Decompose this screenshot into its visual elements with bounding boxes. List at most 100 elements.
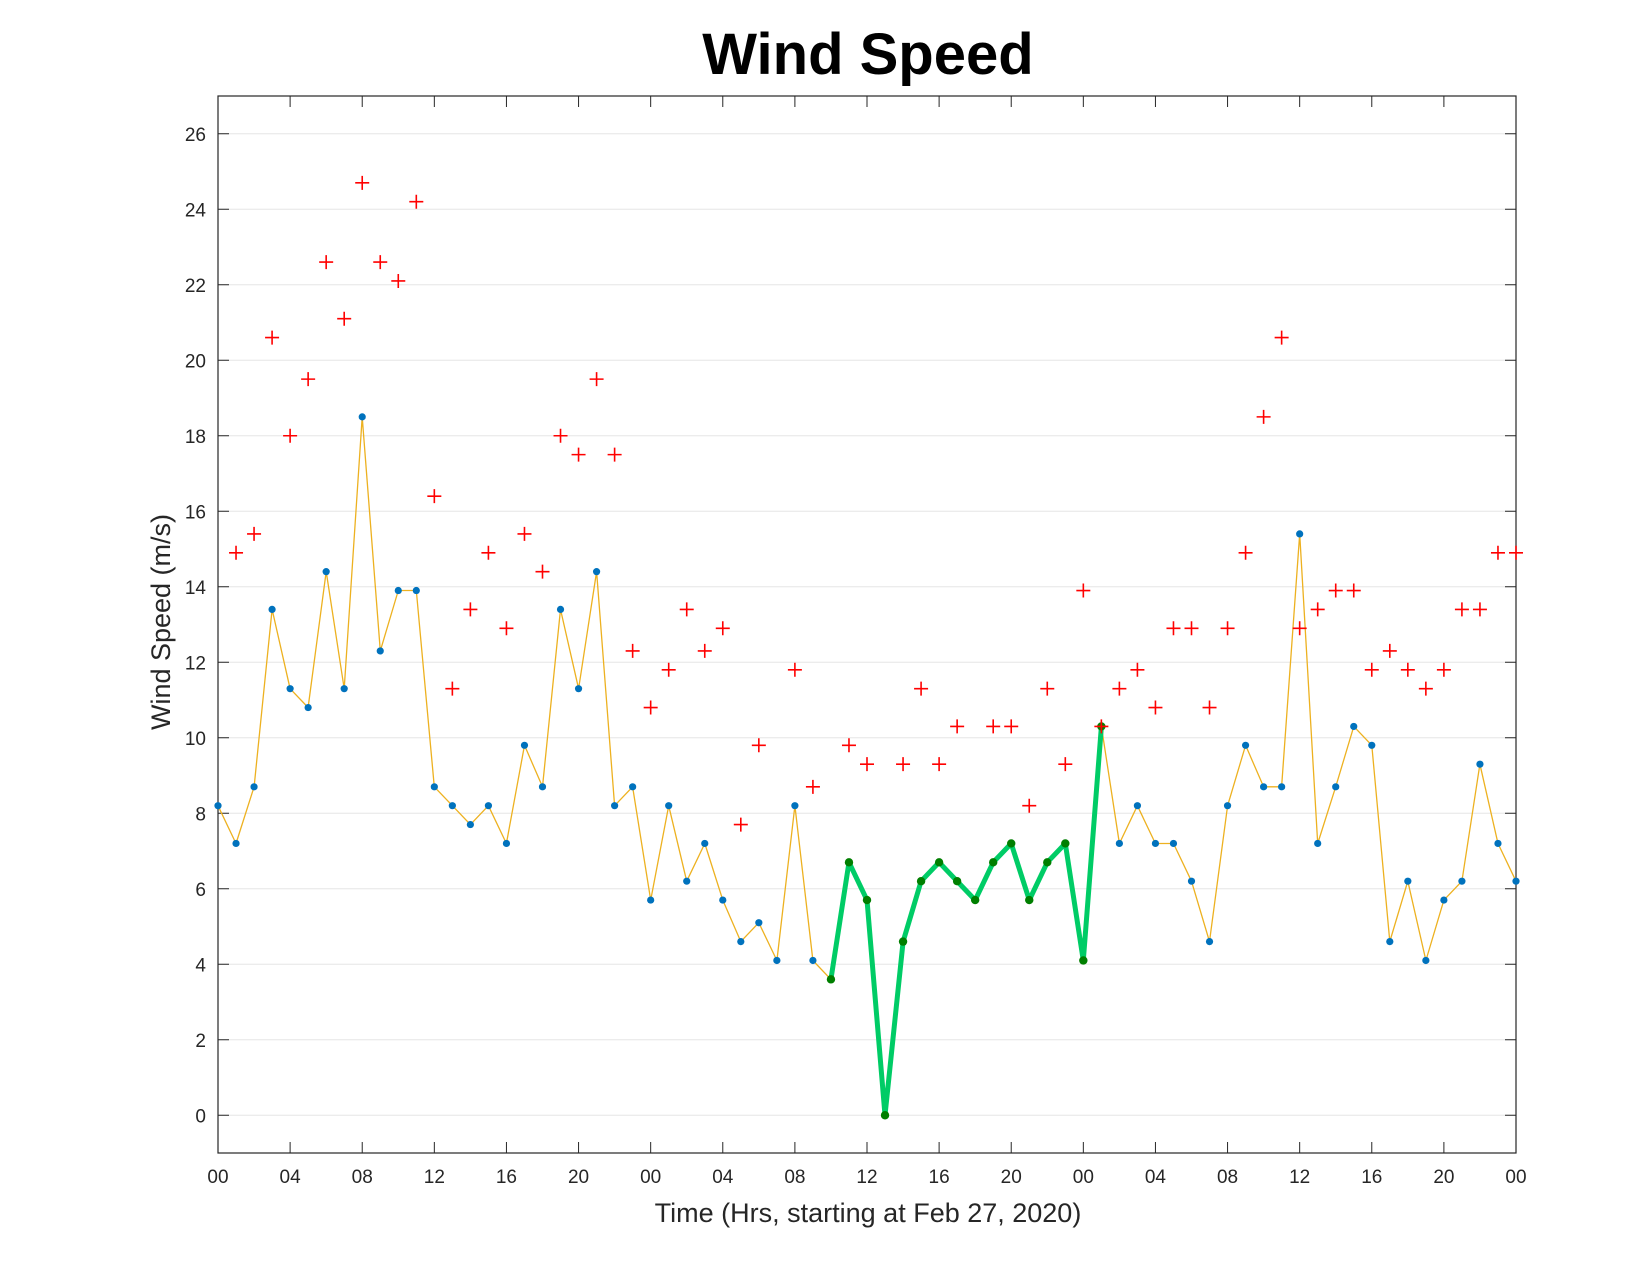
- wind-speed-point: [484, 802, 493, 810]
- wind-gust-point: [517, 526, 532, 541]
- highlight-point: [952, 877, 962, 886]
- highlight-point: [1043, 858, 1052, 867]
- wind-gust-point: [481, 545, 496, 560]
- wind-speed-point: [520, 741, 529, 749]
- x-tick-label: 04: [1145, 1167, 1167, 1188]
- x-tick-label: 00: [1505, 1167, 1526, 1188]
- wind-gust-point: [391, 273, 406, 288]
- wind-speed-point: [538, 783, 547, 791]
- wind-gust-point: [499, 621, 514, 636]
- x-tick-label: 12: [1289, 1167, 1310, 1188]
- y-tick-label: 2: [195, 1031, 206, 1052]
- wind-speed-point: [394, 586, 402, 595]
- x-tick-label: 00: [1073, 1167, 1094, 1188]
- wind-speed-point: [1368, 741, 1376, 749]
- wind-gust-point: [463, 602, 478, 617]
- wind-speed-point: [1512, 877, 1520, 885]
- wind-gust-point: [1166, 621, 1181, 636]
- wind-gust-point: [1454, 602, 1469, 617]
- wind-gust-point: [1040, 681, 1055, 696]
- chart-title: Wind Speed: [702, 22, 1033, 87]
- wind-gust-point: [932, 757, 947, 772]
- wind-speed-point: [1476, 760, 1484, 768]
- wind-speed-point: [1133, 802, 1142, 810]
- wind-gust-point: [1400, 662, 1415, 677]
- highlight-point: [1079, 956, 1088, 965]
- y-tick-label: 12: [185, 653, 206, 674]
- wind-gust-point: [896, 757, 911, 772]
- wind-gust-point: [1148, 700, 1163, 715]
- wind-speed-point: [1151, 839, 1160, 848]
- x-tick-label: 20: [568, 1167, 589, 1188]
- wind-gust-point: [1004, 719, 1019, 734]
- wind-speed-point: [376, 647, 384, 655]
- x-tick-label: 08: [352, 1167, 373, 1188]
- wind-gust-point: [1292, 621, 1307, 636]
- wind-speed-point: [629, 783, 637, 791]
- wind-gust-point: [607, 447, 622, 462]
- wind-speed-point: [719, 896, 727, 904]
- wind-gust-point: [751, 738, 766, 753]
- wind-gust-point: [1112, 681, 1127, 696]
- y-tick-label: 14: [185, 578, 207, 599]
- wind-speed-point: [1332, 783, 1340, 791]
- wind-gust-point: [319, 255, 334, 270]
- wind-speed-point: [1440, 896, 1448, 904]
- wind-speed-point: [1115, 839, 1123, 848]
- wind-gust-point: [355, 175, 370, 190]
- wind-gust-point: [571, 447, 586, 462]
- wind-gust-point: [283, 428, 298, 443]
- wind-speed-point: [1494, 839, 1502, 848]
- x-tick-label: 12: [424, 1167, 445, 1188]
- wind-speed-point: [611, 802, 619, 810]
- wind-speed-point: [502, 839, 511, 848]
- wind-speed-point: [214, 802, 222, 810]
- wind-gust-point: [1220, 621, 1235, 636]
- wind-speed-point: [665, 802, 673, 810]
- wind-gust-point: [1328, 583, 1343, 598]
- wind-gust-point: [1472, 602, 1487, 617]
- y-tick-label: 20: [185, 351, 206, 372]
- x-tick-label: 04: [712, 1167, 734, 1188]
- wind-gust-point: [1256, 409, 1271, 424]
- wind-gust-point: [373, 255, 388, 270]
- wind-gust-point: [1184, 621, 1199, 636]
- highlight-point: [880, 1111, 890, 1120]
- wind-gust-point: [1346, 583, 1361, 598]
- wind-speed-point: [574, 685, 583, 693]
- wind-gust-point: [1076, 583, 1091, 598]
- y-tick-label: 26: [185, 125, 206, 146]
- wind-speed-point: [232, 839, 240, 848]
- highlight-point: [970, 895, 980, 905]
- wind-gust-point: [625, 643, 640, 658]
- wind-gust-point: [589, 372, 604, 387]
- wind-gust-point: [733, 817, 748, 832]
- wind-gust-point: [1202, 700, 1217, 715]
- x-tick-label: 16: [496, 1167, 517, 1188]
- highlight-point: [916, 877, 926, 886]
- wind-speed-point: [358, 413, 366, 421]
- y-axis-label: Wind Speed (m/s): [146, 514, 176, 730]
- wind-gust-point: [1094, 719, 1109, 734]
- wind-speed-point: [286, 685, 294, 693]
- wind-speed-point: [268, 605, 276, 614]
- wind-gust-point: [986, 719, 1001, 734]
- wind-gust-point: [1436, 662, 1451, 677]
- x-tick-label: 08: [784, 1167, 805, 1188]
- highlight-point: [1061, 839, 1070, 848]
- wind-speed-point: [773, 956, 781, 965]
- wind-speed-point: [430, 783, 438, 791]
- wind-speed-point: [809, 956, 817, 965]
- wind-gust-point: [265, 330, 280, 345]
- wind-speed-point: [466, 820, 474, 829]
- highlight-point: [844, 858, 854, 867]
- wind-speed-point: [1296, 530, 1304, 538]
- wind-speed-point: [755, 919, 763, 927]
- x-tick-label: 16: [1361, 1167, 1382, 1188]
- wind-speed-point: [1205, 938, 1214, 946]
- wind-speed-point: [1169, 839, 1178, 848]
- x-tick-label: 20: [1433, 1167, 1454, 1188]
- highlight-point: [862, 895, 872, 905]
